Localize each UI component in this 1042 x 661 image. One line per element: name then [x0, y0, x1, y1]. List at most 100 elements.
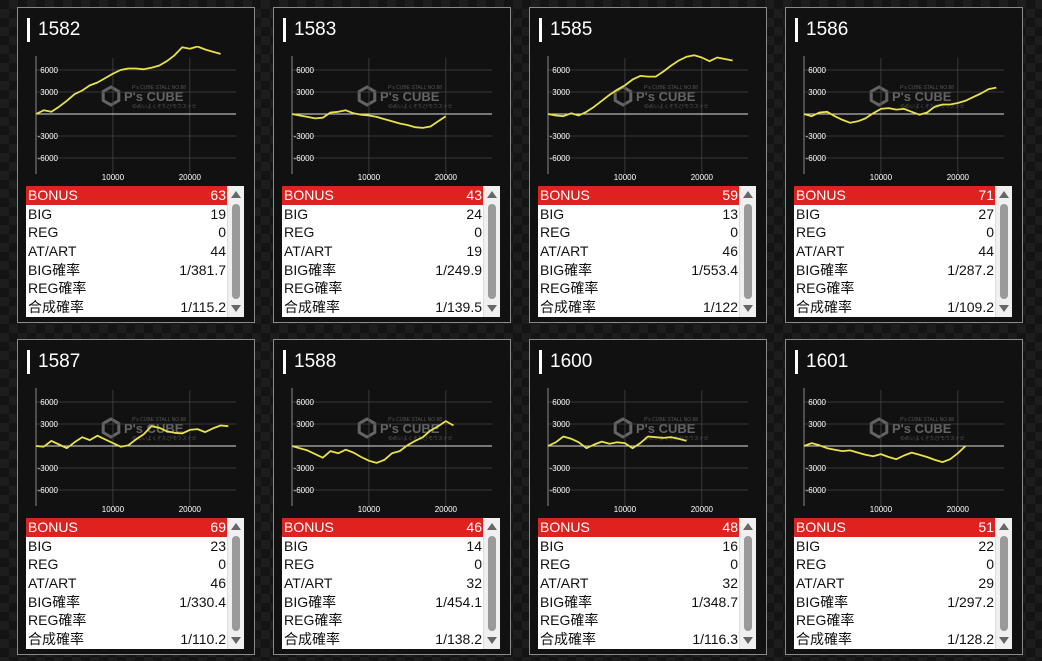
- machine-card[interactable]: 1601 P's CUBE P's CUBE STALL NO.88 ゆめいよくそたび…: [785, 339, 1023, 655]
- stats-row-big-rate: BIG確率 1/553.4: [538, 261, 739, 280]
- stat-value: 32: [466, 575, 482, 592]
- stats-row-big: BIG 22: [794, 537, 995, 556]
- stats-row-atart: AT/ART 32: [282, 574, 483, 593]
- stats-scrollbar[interactable]: [995, 186, 1012, 317]
- stats-row-bonus: BONUS 43: [282, 186, 483, 205]
- y-tick-label: -3000: [550, 464, 571, 473]
- stats-scrollbar[interactable]: [483, 186, 500, 317]
- machine-card[interactable]: 1588 P's CUBE P's CUBE STALL NO.88 ゆめいよくそたび…: [273, 339, 511, 655]
- machine-card[interactable]: 1582 P's CUBE P's CUBE STALL NO.88 ゆめいよくそたび…: [17, 7, 255, 323]
- stats-row-atart: AT/ART 46: [538, 242, 739, 261]
- scroll-down-arrow-icon[interactable]: [999, 637, 1009, 644]
- stat-label: BONUS: [540, 187, 590, 203]
- scroll-thumb[interactable]: [1000, 536, 1008, 631]
- cube-logo-icon: [101, 85, 121, 107]
- stats-scrollbar[interactable]: [739, 186, 756, 317]
- scroll-thumb[interactable]: [232, 204, 240, 299]
- machine-number: 1586: [795, 18, 848, 42]
- stats-row-big-rate: BIG確率 1/381.7: [26, 261, 227, 280]
- stats-row-big: BIG 23: [26, 537, 227, 556]
- scroll-up-arrow-icon[interactable]: [999, 191, 1009, 198]
- stat-value: 51: [978, 519, 994, 535]
- scroll-up-arrow-icon[interactable]: [231, 191, 241, 198]
- stats-row-big: BIG 14: [282, 537, 483, 556]
- stat-value: 0: [218, 224, 226, 241]
- stats-row-atart: AT/ART 19: [282, 242, 483, 261]
- stats-scrollbar[interactable]: [227, 518, 244, 649]
- stats-scrollbar[interactable]: [227, 186, 244, 317]
- scroll-up-arrow-icon[interactable]: [231, 523, 241, 530]
- machine-card[interactable]: 1585 P's CUBE P's CUBE STALL NO.88 ゆめいよくそたび…: [529, 7, 767, 323]
- scroll-up-arrow-icon[interactable]: [487, 523, 497, 530]
- stat-label: REG確率: [540, 280, 599, 297]
- machine-card[interactable]: 1583 P's CUBE P's CUBE STALL NO.88 ゆめいよくそたび…: [273, 7, 511, 323]
- y-tick-label: -3000: [806, 464, 827, 473]
- y-tick-label: 3000: [552, 88, 570, 97]
- stats-row-big: BIG 13: [538, 205, 739, 224]
- y-tick-label: -3000: [38, 464, 59, 473]
- stat-value: 22: [978, 537, 994, 554]
- stats-row-reg: REG 0: [26, 555, 227, 574]
- y-tick-label: 6000: [552, 66, 570, 75]
- x-tick-label: 20000: [947, 505, 970, 514]
- scroll-down-arrow-icon[interactable]: [231, 305, 241, 312]
- stat-label: REG: [796, 224, 827, 241]
- watermark-brand: P's CUBE: [380, 421, 440, 436]
- watermark-brand: P's CUBE: [892, 421, 952, 436]
- scroll-up-arrow-icon[interactable]: [487, 191, 497, 198]
- machine-card[interactable]: 1586 P's CUBE P's CUBE STALL NO.88 ゆめいよくそたび…: [785, 7, 1023, 323]
- stats-table: BONUS 59 BIG 13 REG 0 AT/ART 46 BIG確率 1/553.4 REG確…: [538, 186, 739, 317]
- scroll-down-arrow-icon[interactable]: [999, 305, 1009, 312]
- scroll-thumb[interactable]: [744, 204, 752, 299]
- watermark-line1: P's CUBE STALL NO.88: [388, 85, 442, 91]
- scroll-down-arrow-icon[interactable]: [743, 637, 753, 644]
- x-tick-label: 20000: [179, 505, 202, 514]
- slump-line: [35, 46, 221, 115]
- slump-line: [803, 442, 967, 463]
- stat-value: 46: [466, 519, 482, 535]
- stats-row-reg: REG 0: [538, 223, 739, 242]
- watermark-brand: P's CUBE: [124, 421, 184, 436]
- scroll-down-arrow-icon[interactable]: [743, 305, 753, 312]
- stat-label: AT/ART: [284, 243, 333, 260]
- stat-label: BIG確率: [284, 261, 337, 278]
- stat-value: 1/139.5: [435, 299, 482, 316]
- y-tick-label: -3000: [294, 132, 315, 141]
- scroll-down-arrow-icon[interactable]: [487, 305, 497, 312]
- scroll-thumb[interactable]: [1000, 204, 1008, 299]
- stats-row-reg: REG 0: [282, 555, 483, 574]
- scroll-thumb[interactable]: [488, 536, 496, 631]
- stats-row-reg-rate: REG確率: [794, 611, 995, 630]
- stat-value: 1/553.4: [691, 261, 738, 278]
- stats-row-combined-rate: 合成確率 1/128.2: [794, 630, 995, 649]
- stats-scrollbar[interactable]: [739, 518, 756, 649]
- stat-value: 43: [466, 187, 482, 203]
- y-tick-label: -6000: [38, 486, 59, 495]
- stats-scrollbar[interactable]: [995, 518, 1012, 649]
- watermark-line1: P's CUBE STALL NO.88: [388, 417, 442, 423]
- machine-card[interactable]: 1587 P's CUBE P's CUBE STALL NO.88 ゆめいよくそたび…: [17, 339, 255, 655]
- stats-row-big: BIG 24: [282, 205, 483, 224]
- y-tick-label: -6000: [550, 154, 571, 163]
- scroll-down-arrow-icon[interactable]: [231, 637, 241, 644]
- stats-scrollbar[interactable]: [483, 518, 500, 649]
- stat-label: REG: [284, 224, 315, 241]
- watermark-line2: ゆめいよくそたびモウスナビ: [644, 103, 709, 110]
- scroll-thumb[interactable]: [488, 204, 496, 299]
- scroll-thumb[interactable]: [232, 536, 240, 631]
- stats-row-big: BIG 27: [794, 205, 995, 224]
- scroll-up-arrow-icon[interactable]: [743, 523, 753, 530]
- x-tick-label: 20000: [179, 173, 202, 182]
- watermark-line1: P's CUBE STALL NO.88: [132, 85, 186, 91]
- machine-card[interactable]: 1600 P's CUBE P's CUBE STALL NO.88 ゆめいよくそたび…: [529, 339, 767, 655]
- watermark-line2: ゆめいよくそたびモウスナビ: [132, 103, 197, 110]
- scroll-thumb[interactable]: [744, 536, 752, 631]
- x-tick-label: 10000: [870, 173, 893, 182]
- machine-number: 1582: [27, 18, 80, 42]
- scroll-down-arrow-icon[interactable]: [487, 637, 497, 644]
- stats-table: BONUS 48 BIG 16 REG 0 AT/ART 32 BIG確率 1/348.7 REG確…: [538, 518, 739, 649]
- stat-label: BONUS: [796, 519, 846, 535]
- scroll-up-arrow-icon[interactable]: [743, 191, 753, 198]
- scroll-up-arrow-icon[interactable]: [999, 523, 1009, 530]
